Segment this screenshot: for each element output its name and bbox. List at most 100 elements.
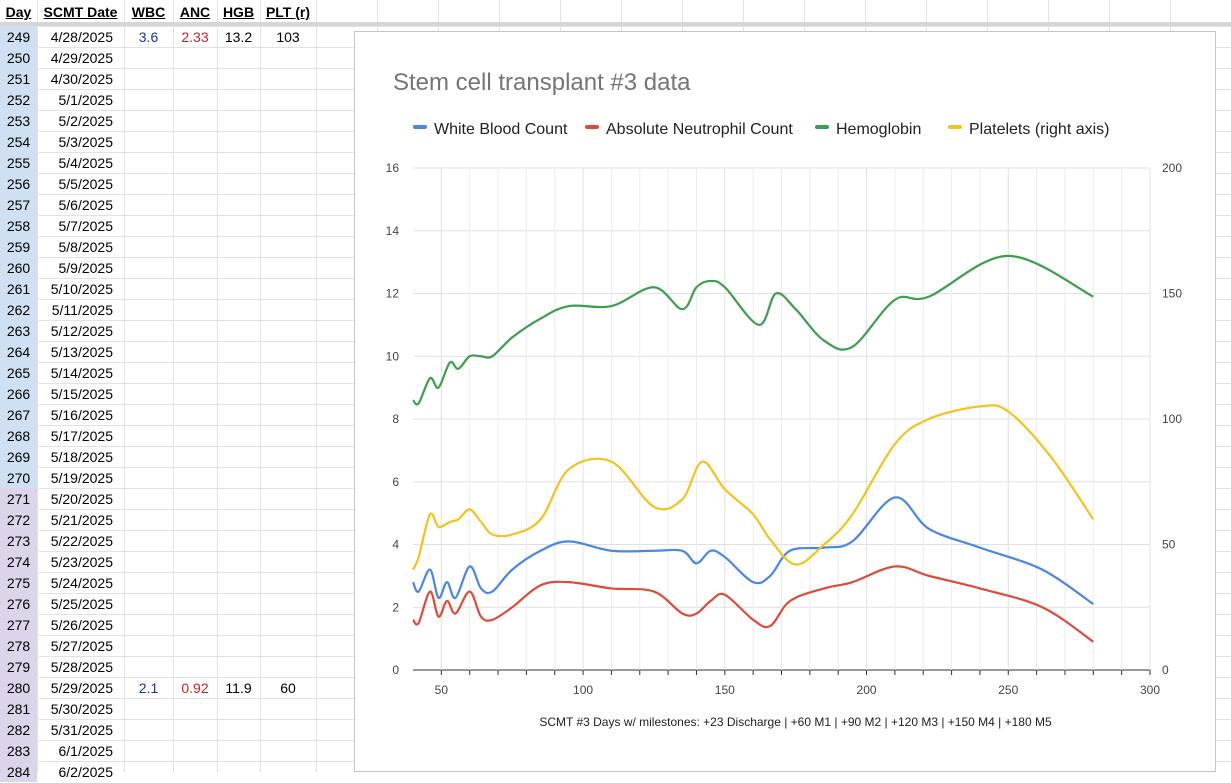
cell-date[interactable]: 5/12/2025	[50, 323, 113, 339]
cell-plt[interactable]	[260, 404, 316, 425]
cell-date[interactable]: 5/16/2025	[50, 407, 113, 423]
cell-hgb[interactable]	[217, 530, 260, 551]
cell-date[interactable]: 4/28/2025	[50, 29, 113, 45]
cell-anc[interactable]	[173, 362, 217, 383]
cell-date[interactable]: 5/25/2025	[50, 596, 113, 612]
cell-anc[interactable]	[173, 278, 217, 299]
cell-anc[interactable]	[173, 656, 217, 677]
cell-wbc[interactable]	[124, 362, 173, 383]
cell-wbc[interactable]	[124, 404, 173, 425]
cell-plt[interactable]	[260, 47, 316, 68]
cell-day[interactable]: 264	[0, 341, 37, 362]
cell-anc[interactable]	[173, 446, 217, 467]
series-line[interactable]	[411, 496, 1094, 606]
cell-anc[interactable]	[173, 509, 217, 530]
cell-date[interactable]: 5/11/2025	[51, 302, 113, 318]
cell-hgb[interactable]	[217, 236, 260, 257]
cell-plt[interactable]	[260, 215, 316, 236]
cell-hgb[interactable]	[217, 131, 260, 152]
cell-anc[interactable]	[173, 89, 217, 110]
legend-item[interactable]: White Blood Count	[413, 121, 568, 138]
series-line[interactable]	[412, 565, 1094, 643]
cell-hgb[interactable]	[217, 614, 260, 635]
cell-anc[interactable]	[173, 425, 217, 446]
cell-hgb[interactable]	[217, 194, 260, 215]
cell-anc[interactable]	[173, 257, 217, 278]
cell-date[interactable]: 5/22/2025	[50, 533, 113, 549]
cell-plt[interactable]	[260, 740, 316, 761]
cell-wbc[interactable]	[124, 215, 173, 236]
cell-wbc[interactable]: 3.6	[138, 29, 159, 45]
cell-anc[interactable]	[173, 635, 217, 656]
cell-hgb[interactable]	[217, 509, 260, 530]
legend-item[interactable]: Absolute Neutrophil Count	[585, 121, 793, 138]
cell-hgb[interactable]	[217, 341, 260, 362]
series-line[interactable]	[411, 404, 1095, 571]
cell-day[interactable]: 271	[0, 488, 37, 509]
cell-wbc[interactable]: 2.1	[138, 680, 159, 696]
cell-wbc[interactable]	[124, 68, 173, 89]
cell-plt[interactable]	[260, 551, 316, 572]
cell-day[interactable]: 265	[0, 362, 37, 383]
cell-wbc[interactable]	[124, 593, 173, 614]
cell-date[interactable]: 5/18/2025	[50, 449, 113, 465]
cell-plt[interactable]	[260, 383, 316, 404]
cell-hgb[interactable]	[217, 320, 260, 341]
cell-day[interactable]: 268	[0, 425, 37, 446]
cell-wbc[interactable]	[124, 236, 173, 257]
cell-wbc[interactable]	[124, 173, 173, 194]
embedded-chart[interactable]: Stem cell transplant #3 data White Blood …	[354, 31, 1216, 772]
cell-plt[interactable]	[260, 698, 316, 719]
cell-wbc[interactable]	[124, 446, 173, 467]
cell-plt[interactable]	[260, 320, 316, 341]
cell-hgb[interactable]	[217, 740, 260, 761]
cell-plt[interactable]	[260, 257, 316, 278]
cell-wbc[interactable]	[124, 152, 173, 173]
cell-hgb[interactable]	[217, 89, 260, 110]
cell-day[interactable]: 278	[0, 635, 37, 656]
cell-day[interactable]: 270	[0, 467, 37, 488]
cell-date[interactable]: 5/4/2025	[58, 155, 114, 171]
cell-date[interactable]: 5/30/2025	[50, 701, 113, 717]
cell-anc[interactable]	[173, 215, 217, 236]
cell-hgb[interactable]	[217, 635, 260, 656]
cell-wbc[interactable]	[124, 614, 173, 635]
cell-wbc[interactable]	[124, 47, 173, 68]
cell-date[interactable]: 4/30/2025	[50, 71, 113, 87]
cell-hgb[interactable]	[217, 698, 260, 719]
header-wbc[interactable]: WBC	[131, 4, 166, 20]
cell-plt[interactable]	[260, 488, 316, 509]
header-hgb[interactable]: HGB	[222, 4, 255, 20]
cell-day[interactable]: 253	[0, 110, 37, 131]
cell-wbc[interactable]	[124, 383, 173, 404]
cell-day[interactable]: 252	[0, 89, 37, 110]
cell-wbc[interactable]	[124, 509, 173, 530]
cell-anc[interactable]	[173, 488, 217, 509]
cell-wbc[interactable]	[124, 551, 173, 572]
cell-hgb[interactable]	[217, 278, 260, 299]
cell-anc[interactable]	[173, 740, 217, 761]
cell-day[interactable]: 260	[0, 257, 37, 278]
cell-wbc[interactable]	[124, 635, 173, 656]
cell-hgb[interactable]	[217, 362, 260, 383]
cell-hgb[interactable]	[217, 404, 260, 425]
cell-wbc[interactable]	[124, 719, 173, 740]
cell-anc[interactable]	[173, 68, 217, 89]
cell-wbc[interactable]	[124, 488, 173, 509]
cell-hgb[interactable]	[217, 446, 260, 467]
cell-day[interactable]: 276	[0, 593, 37, 614]
series-line[interactable]	[412, 254, 1094, 406]
cell-day[interactable]: 262	[0, 299, 37, 320]
cell-day[interactable]: 259	[0, 236, 37, 257]
cell-plt[interactable]: 103	[276, 29, 300, 45]
cell-anc[interactable]	[173, 572, 217, 593]
cell-plt[interactable]	[260, 362, 316, 383]
cell-day[interactable]: 281	[0, 698, 37, 719]
cell-plt[interactable]: 60	[280, 680, 296, 696]
cell-hgb[interactable]	[217, 47, 260, 68]
cell-day[interactable]: 283	[0, 740, 37, 761]
cell-anc[interactable]	[173, 530, 217, 551]
cell-hgb[interactable]	[217, 152, 260, 173]
cell-date[interactable]: 5/3/2025	[58, 134, 114, 150]
cell-date[interactable]: 5/14/2025	[50, 365, 113, 381]
